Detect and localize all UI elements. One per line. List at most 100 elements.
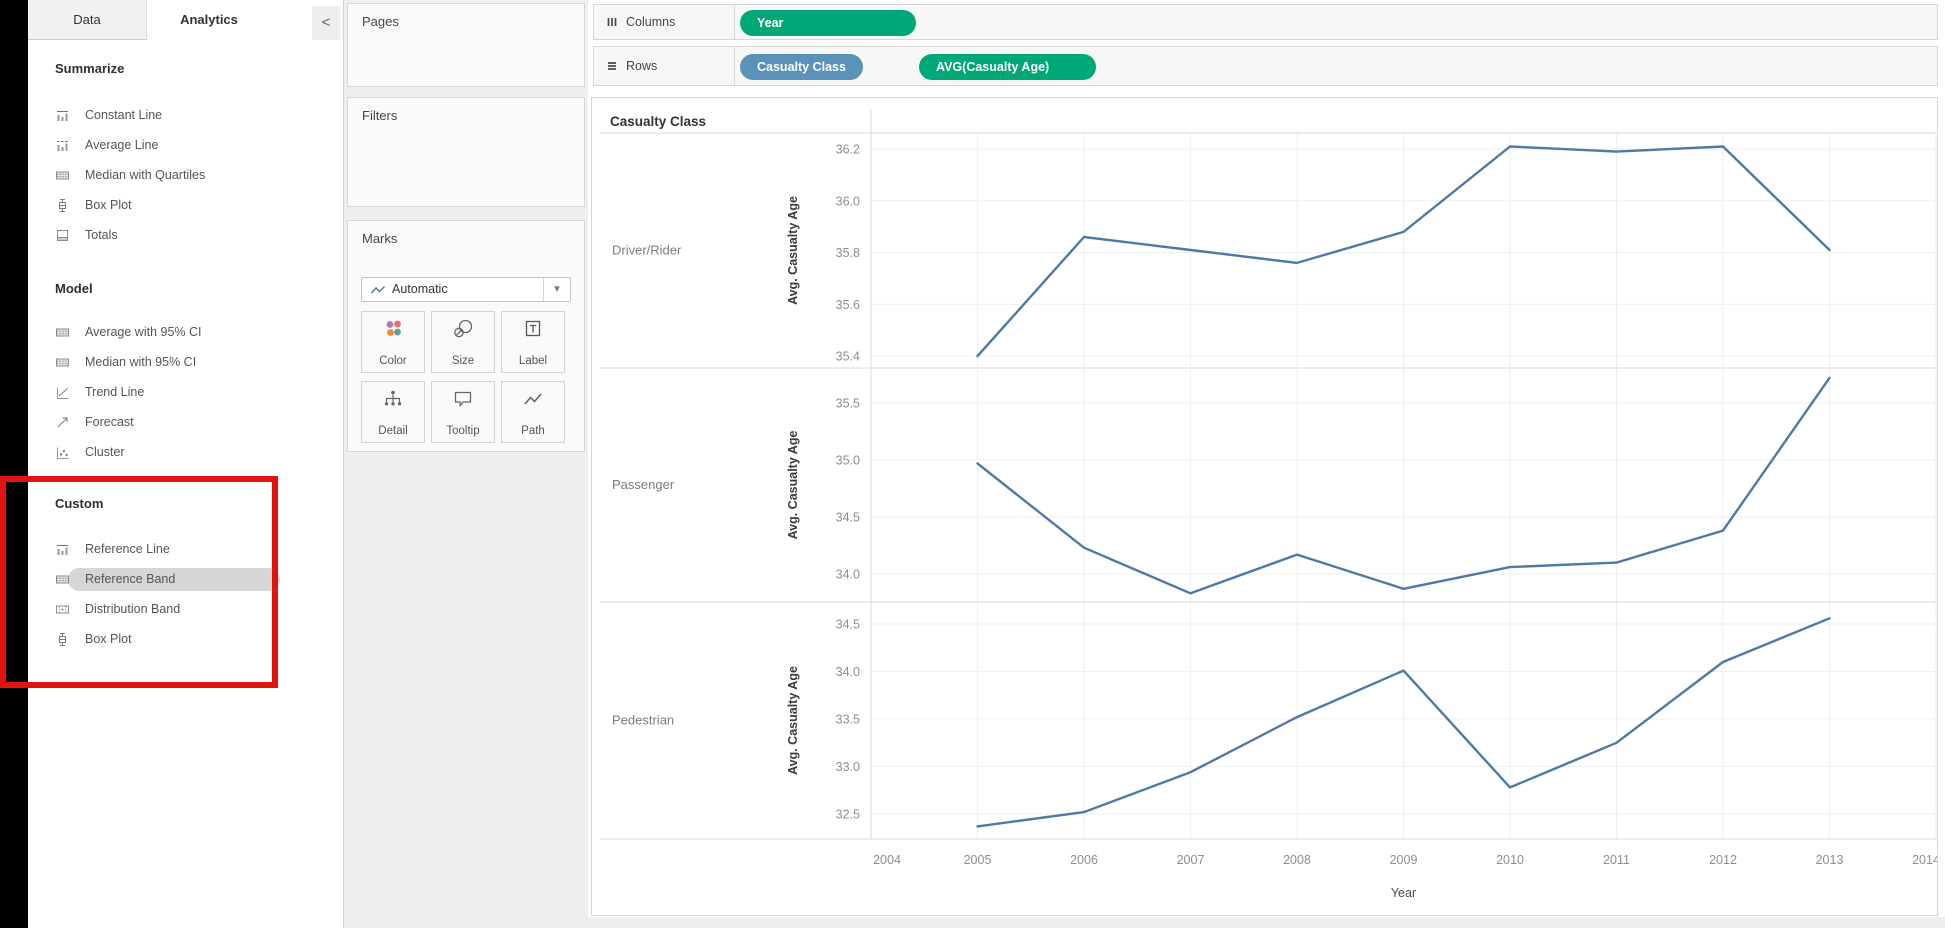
sidebar-item-label: Box Plot xyxy=(85,198,132,212)
sidebar-item-label: Average with 95% CI xyxy=(85,325,202,339)
mark-button-size[interactable]: Size xyxy=(431,311,495,373)
svg-text:35.4: 35.4 xyxy=(836,350,860,364)
columns-shelf-label: Columns xyxy=(626,15,676,29)
svg-text:34.0: 34.0 xyxy=(836,567,860,581)
mark-type-dropdown[interactable]: Automatic ▾ xyxy=(361,277,571,302)
distribution-band-icon xyxy=(55,602,70,617)
constant-line-icon xyxy=(55,542,70,557)
svg-text:2012: 2012 xyxy=(1709,853,1737,867)
trend-line-icon xyxy=(55,385,70,400)
highlight-pill xyxy=(68,568,280,591)
mark-button-label: Size xyxy=(451,355,475,367)
svg-text:2008: 2008 xyxy=(1283,853,1311,867)
sidebar-item-constant-line[interactable]: Constant Line xyxy=(28,103,343,129)
tooltip-icon xyxy=(451,388,475,415)
path-icon xyxy=(521,388,545,415)
sidebar-item-median-with-quartiles[interactable]: Median with Quartiles xyxy=(28,163,343,189)
sidebar-item-label: Trend Line xyxy=(85,385,145,399)
sidebar-item-totals[interactable]: Totals xyxy=(28,223,343,249)
mark-button-color[interactable]: Color xyxy=(361,311,425,373)
svg-text:2007: 2007 xyxy=(1177,853,1205,867)
sidebar-item-label: Forecast xyxy=(85,415,134,429)
sidebar-item-label: Average Line xyxy=(85,138,159,152)
sidebar-item-label: Distribution Band xyxy=(85,602,181,616)
svg-text:34.5: 34.5 xyxy=(836,618,860,632)
pages-shelf[interactable]: Pages xyxy=(347,3,585,87)
svg-text:2014: 2014 xyxy=(1912,853,1937,867)
svg-text:Pedestrian: Pedestrian xyxy=(612,713,674,728)
filters-shelf[interactable]: Filters xyxy=(347,97,585,207)
mark-button-tooltip[interactable]: Tooltip xyxy=(431,381,495,443)
rows-shelf-label: Rows xyxy=(626,59,658,73)
section-title-summarize: Summarize xyxy=(55,61,125,76)
pill-avg-casualty-age[interactable]: AVG(Casualty Age) xyxy=(919,54,1096,80)
sidebar-item-median-with-95-ci[interactable]: Median with 95% CI xyxy=(28,350,343,376)
sidebar-item-reference-line[interactable]: Reference Line xyxy=(28,537,343,563)
mark-button-path[interactable]: Path xyxy=(501,381,565,443)
svg-text:Avg. Casualty Age: Avg. Casualty Age xyxy=(786,666,800,775)
collapse-pane-button[interactable]: < xyxy=(312,6,340,40)
marks-card: Marks Automatic ▾ Color Size Label Detail To… xyxy=(347,220,585,452)
sidebar-item-label: Reference Band xyxy=(85,572,176,586)
sidebar-item-label: Box Plot xyxy=(85,632,132,646)
sidebar-item-box-plot[interactable]: Box Plot xyxy=(28,193,343,219)
svg-text:Avg. Casualty Age: Avg. Casualty Age xyxy=(786,431,800,540)
svg-text:Casualty Class: Casualty Class xyxy=(610,114,706,129)
filters-shelf-title: Filters xyxy=(362,108,398,123)
svg-text:Driver/Rider: Driver/Rider xyxy=(612,243,682,258)
marks-card-title: Marks xyxy=(362,231,398,246)
mark-button-label: Label xyxy=(518,355,548,367)
band-icon xyxy=(55,572,70,587)
sidebar-item-label: Reference Line xyxy=(85,542,170,556)
shelf-divider xyxy=(734,5,735,39)
pill-year[interactable]: Year xyxy=(740,10,916,36)
box-plot-icon xyxy=(55,632,70,647)
mark-button-label: Path xyxy=(521,425,545,437)
sidebar-item-cluster[interactable]: Cluster xyxy=(28,440,343,466)
rows-shelf[interactable]: Rows Casualty Class AVG(Casualty Age) xyxy=(593,46,1938,86)
svg-text:2005: 2005 xyxy=(964,853,992,867)
mark-button-label: Color xyxy=(379,355,407,367)
totals-icon xyxy=(55,228,70,243)
sidebar-item-label: Cluster xyxy=(85,445,125,459)
sidebar-item-label: Totals xyxy=(85,228,118,242)
svg-text:34.5: 34.5 xyxy=(836,510,860,524)
sidebar-item-distribution-band[interactable]: Distribution Band xyxy=(28,597,343,623)
sidebar-item-average-with-95-ci[interactable]: Average with 95% CI xyxy=(28,320,343,346)
tab-data[interactable]: Data xyxy=(28,0,147,40)
constant-line-icon xyxy=(55,108,70,123)
svg-text:2009: 2009 xyxy=(1390,853,1418,867)
mark-button-label[interactable]: Label xyxy=(501,311,565,373)
mark-button-detail[interactable]: Detail xyxy=(361,381,425,443)
sidebar-item-label: Median with 95% CI xyxy=(85,355,197,369)
section-title-custom: Custom xyxy=(55,496,104,511)
tab-analytics[interactable]: Analytics xyxy=(147,0,271,40)
svg-text:Passenger: Passenger xyxy=(612,477,675,492)
svg-text:35.5: 35.5 xyxy=(836,396,860,410)
svg-text:2006: 2006 xyxy=(1070,853,1098,867)
svg-text:33.0: 33.0 xyxy=(836,760,860,774)
pill-casualty-class[interactable]: Casualty Class xyxy=(740,54,863,80)
annotation-rectangle xyxy=(0,476,278,688)
sidebar-item-trend-line[interactable]: Trend Line xyxy=(28,380,343,406)
svg-text:35.8: 35.8 xyxy=(836,246,860,260)
forecast-icon xyxy=(55,415,70,430)
box-plot-icon xyxy=(55,198,70,213)
sidebar-item-average-line[interactable]: Average Line xyxy=(28,133,343,159)
columns-icon xyxy=(605,15,619,29)
columns-shelf[interactable]: Columns Year xyxy=(593,4,1938,40)
workspace-footer xyxy=(588,917,1945,928)
shelf-divider xyxy=(734,47,735,85)
label-icon xyxy=(521,318,545,345)
sidebar-item-box-plot[interactable]: Box Plot xyxy=(28,627,343,653)
svg-text:2010: 2010 xyxy=(1496,853,1524,867)
size-icon xyxy=(451,318,475,345)
sidebar-item-forecast[interactable]: Forecast xyxy=(28,410,343,436)
sidebar-item-reference-band[interactable]: Reference Band xyxy=(28,567,343,593)
mark-button-label: Detail xyxy=(378,425,408,437)
sidebar-item-label: Median with Quartiles xyxy=(85,168,206,182)
chevron-down-icon[interactable]: ▾ xyxy=(543,278,570,301)
color-icon xyxy=(381,318,405,345)
cluster-icon xyxy=(55,445,70,460)
